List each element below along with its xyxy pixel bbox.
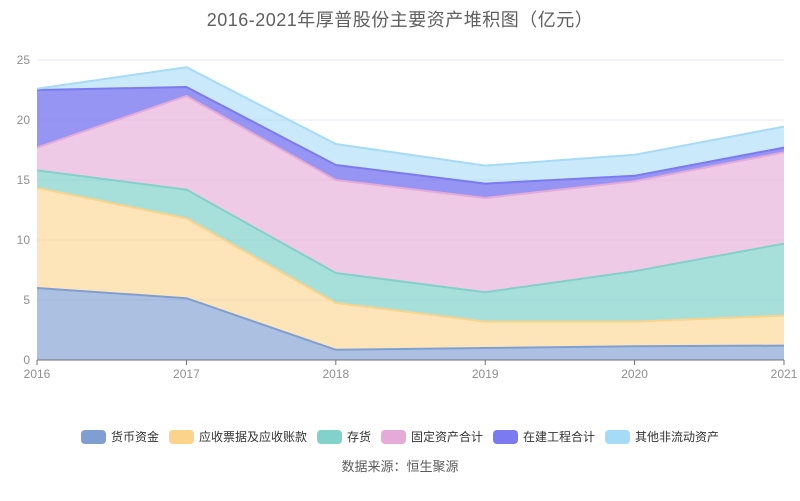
legend-label: 货币资金 [110,430,159,444]
legend-swatch [605,429,631,444]
legend-item-5[interactable]: 其他非流动资产 [605,428,719,445]
legend-swatch [493,429,519,444]
series-area-2 [37,170,784,322]
x-tick-label-2019: 2019 [472,367,499,381]
legend-swatch [168,429,194,444]
x-tick-label-2020: 2020 [621,367,648,381]
chart-legend: 货币资金 应收票据及应收账款 存货 固定资产合计 在建工程合计 其他非流动资产 [0,428,800,445]
legend-swatch [316,429,342,444]
legend-swatch [80,429,106,444]
legend-label: 应收票据及应收账款 [198,430,307,444]
legend-item-4[interactable]: 在建工程合计 [493,428,595,445]
series-area-1 [37,187,784,350]
x-tick-label-2017: 2017 [173,367,200,381]
series-line-3 [36,95,785,199]
x-tick-label-2018: 2018 [322,367,349,381]
series-area-3 [37,96,784,293]
series-line-1 [36,186,785,323]
legend-item-1[interactable]: 应收票据及应收账款 [168,428,307,445]
y-tick-label-0: 0 [23,353,30,367]
legend-label: 固定资产合计 [411,430,484,444]
legend-item-3[interactable]: 固定资产合计 [381,428,483,445]
chart-title: 2016-2021年厚普股份主要资产堆积图（亿元） [206,10,594,30]
legend-swatch [381,429,406,444]
stacked-area-chart: 2016 2017 2018 2019 2020 2021 0 5 10 15 20 25 [17,53,798,381]
y-tick-label-10: 10 [17,233,31,247]
series-area-4 [37,87,784,198]
series-line-0 [36,287,785,351]
y-tick-label-20: 20 [17,113,31,127]
series-line-4 [36,86,785,185]
legend-label: 其他非流动资产 [635,430,720,444]
series-line-5 [36,66,785,167]
legend-label: 存货 [346,430,371,444]
series-area-0 [37,288,784,360]
x-tick-label-2021: 2021 [771,367,798,381]
y-tick-label-25: 25 [17,53,31,67]
x-tick-label-2016: 2016 [24,367,51,381]
y-tick-label-5: 5 [23,293,30,307]
legend-label: 在建工程合计 [523,430,596,444]
data-source: 数据来源：恒生聚源 [341,459,459,474]
series-area-5 [37,67,784,184]
legend-item-0[interactable]: 货币资金 [80,428,159,445]
legend-item-2[interactable]: 存货 [316,428,371,445]
y-tick-label-15: 15 [17,173,31,187]
series-line-2 [36,169,785,294]
